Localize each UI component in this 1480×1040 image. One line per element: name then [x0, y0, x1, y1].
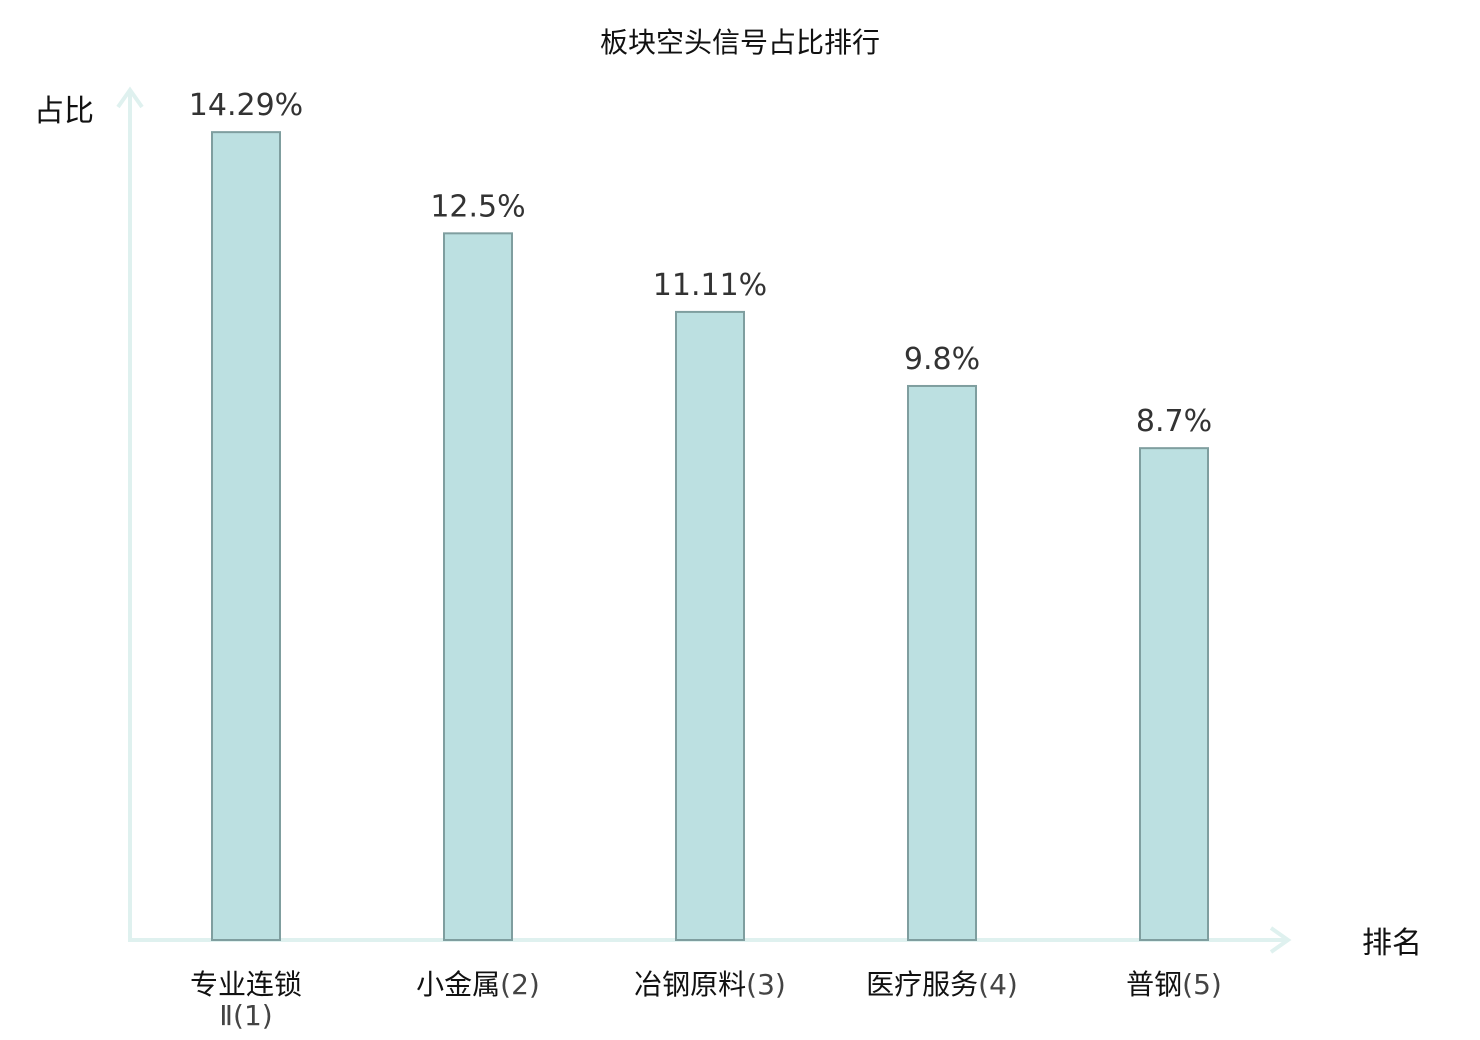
- x-tick-label: 医疗服务(4): [866, 968, 1018, 1001]
- x-tick-label: 普钢(5): [1126, 968, 1222, 1001]
- bar: [907, 384, 977, 941]
- x-tick-label: 冶钢原料(3): [634, 968, 786, 1001]
- x-tick-name: 普钢: [1126, 968, 1182, 1001]
- x-tick-name-suffix: Ⅱ: [219, 999, 233, 1032]
- bar: [443, 232, 513, 942]
- bar: [1139, 447, 1209, 941]
- bar: [675, 310, 745, 941]
- x-tick-name: 专业连锁: [190, 968, 302, 1001]
- y-axis: [116, 86, 144, 940]
- value-labels: 14.29% 12.5% 11.11% 9.8% 8.7%: [189, 88, 1212, 439]
- x-tick-rank: (2): [500, 968, 540, 1001]
- x-axis-arrow-icon: [1269, 926, 1292, 954]
- bar-value-label: 9.8%: [904, 342, 980, 377]
- x-tick-rank: (4): [978, 968, 1018, 1001]
- bars: [211, 131, 1209, 942]
- x-tick-rank: (1): [233, 999, 273, 1032]
- bar-value-label: 12.5%: [430, 189, 525, 224]
- x-tick-label-line2: Ⅱ(1): [219, 999, 272, 1032]
- bar: [211, 131, 281, 941]
- x-tick-rank: (5): [1182, 968, 1222, 1001]
- y-axis-label: 占比: [34, 94, 94, 129]
- x-tick-rank: (3): [746, 968, 786, 1001]
- bar-value-label: 11.11%: [653, 268, 767, 303]
- x-axis-label: 排名: [1362, 926, 1422, 961]
- x-tick-name: 小金属: [416, 968, 500, 1001]
- chart-title: 板块空头信号占比排行: [600, 26, 880, 59]
- x-tick-label: 小金属(2): [416, 968, 540, 1001]
- x-tick-name: 医疗服务: [866, 968, 978, 1001]
- x-tick-label: 专业连锁: [190, 968, 302, 1001]
- x-tick-name: 冶钢原料: [634, 968, 746, 1001]
- bar-value-label: 8.7%: [1136, 404, 1212, 439]
- y-axis-arrow-icon: [116, 86, 144, 109]
- bar-value-label: 14.29%: [189, 88, 303, 123]
